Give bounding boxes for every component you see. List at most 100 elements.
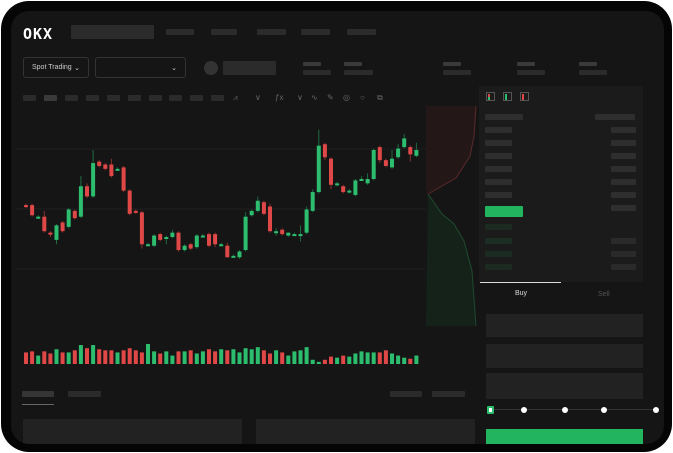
share-icon[interactable]: ⧉ [377,93,383,102]
candle-body [115,168,120,171]
candle-body [255,200,260,211]
indicator-icon[interactable]: ∨ [255,93,261,102]
candle-body [158,234,163,240]
candle-body [347,190,352,193]
volume-bar [274,350,279,364]
volume-bar [329,356,333,364]
volume-bar [103,350,108,364]
volume-bar [66,352,71,364]
candlestick-chart[interactable] [11,11,481,391]
chevron-icon[interactable]: ∨ [297,93,303,102]
bid-amount [611,238,636,244]
bids-only-icon[interactable] [503,92,512,101]
asks-only-icon[interactable] [520,92,529,101]
slider-mark-25[interactable] [521,407,527,413]
volume-bar [231,349,236,364]
okx-logo[interactable]: OKX [23,25,54,43]
volume-bar [365,352,370,364]
timeframe-button[interactable] [190,95,203,101]
trading-mode-dropdown[interactable]: Spot Trading ⌄ [23,57,89,78]
both-sides-icon[interactable] [486,92,495,101]
slider-mark-75[interactable] [601,407,607,413]
slider-mark-100[interactable] [653,407,659,413]
nav-item[interactable] [301,29,330,35]
candle-body [304,209,309,233]
candle-body [146,244,150,247]
pencil-icon[interactable]: ✎ [327,93,334,102]
volume-bar [176,351,181,364]
timeframe-button[interactable] [65,95,78,101]
candle-body [408,147,413,155]
order-card [256,419,475,444]
volume-bar [237,352,242,364]
candle-body [231,255,236,258]
timeframe-button[interactable] [107,95,120,101]
line-tool-icon[interactable]: ⩘ [233,93,238,102]
ask-amount [611,192,636,198]
candle-body [280,229,285,235]
total-input[interactable] [486,373,643,399]
timeframe-button[interactable] [149,95,162,101]
tab-sell[interactable]: Sell [598,291,610,298]
timeframe-button[interactable] [86,95,99,101]
tab-history[interactable] [68,391,101,397]
tab-open-orders[interactable] [22,391,54,397]
volume-bar [200,351,205,364]
timeframe-button[interactable] [23,95,36,101]
ask-amount [611,179,636,185]
volume-bar [115,352,120,364]
ask-amount [611,166,636,172]
timeframe-button[interactable] [128,95,141,101]
ask-price [485,127,512,133]
volume-bar [353,353,358,364]
fx-icon[interactable]: ƒx [275,93,284,102]
slider-track[interactable] [491,409,656,410]
slider-mark-50[interactable] [562,407,568,413]
volume-bar [261,350,266,364]
volume-bar [322,359,327,364]
filter-button[interactable] [390,391,422,397]
tab-buy[interactable]: Buy [515,290,528,297]
wave-icon[interactable]: ∿ [311,93,318,102]
nav-item[interactable] [257,29,286,35]
coin-icon [204,61,218,75]
nav-item[interactable] [347,29,376,35]
price-input[interactable] [486,314,643,337]
volume-bar [292,351,297,364]
candle-body [402,138,407,148]
pair-dropdown[interactable]: ⌄ [95,57,186,78]
bid-price [485,238,512,244]
volume-bar [414,355,419,364]
candle-body [316,145,321,193]
amount-input[interactable] [486,344,643,368]
volume-bar [60,352,65,364]
target-icon[interactable]: ◎ [343,93,350,102]
slider-handle[interactable] [487,406,494,414]
candle-body [30,205,35,216]
candle-body [97,161,102,166]
stat-label [303,62,321,66]
nav-item[interactable] [166,29,194,35]
timeframe-button[interactable] [169,95,182,101]
candle-body [152,235,157,246]
volume-bar [85,348,89,364]
ask-amount [611,205,636,211]
depth-chart [426,106,477,326]
candle-body [121,167,126,191]
timeframe-button[interactable] [44,95,57,101]
nav-item[interactable] [211,29,237,35]
buy-button[interactable] [486,429,643,444]
candle-body [36,216,41,219]
filter-button[interactable] [432,391,465,397]
candle-body [353,180,358,195]
volume-bar [371,352,376,364]
stat-label [443,62,461,66]
search-bar[interactable] [71,25,154,39]
circle-icon[interactable]: ○ [360,93,365,102]
candle-body [243,216,248,251]
volume-bar [243,348,248,364]
timeframe-button[interactable] [211,95,224,101]
chevron-down-icon: ⌄ [74,64,80,72]
volume-bar [359,351,364,364]
